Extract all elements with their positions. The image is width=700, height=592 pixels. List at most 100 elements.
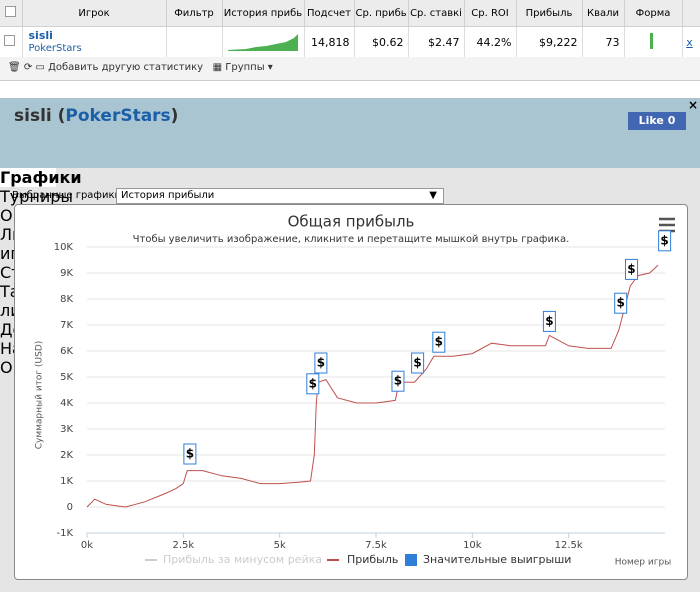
chart-title: Общая прибыль	[288, 213, 415, 231]
big-win-marker: $	[411, 352, 425, 374]
stats-table-area: Игрок Фильтр История прибь Подсчет Ср. прибь…	[0, 0, 700, 81]
legend-label: Значительные выигрыши	[423, 553, 571, 566]
y-tick-label: 2K	[60, 450, 73, 461]
big-win-marker: $	[432, 331, 446, 353]
count: 14,818	[304, 26, 355, 57]
y-tick-label: 8K	[60, 294, 73, 305]
player-row: sisli PokerStars 14,818 $0.62 $2.47 44.2%…	[0, 26, 700, 57]
checkbox[interactable]	[0, 26, 23, 57]
profit: $9,222	[516, 26, 583, 57]
big-win-marker: $	[183, 443, 197, 465]
form	[624, 26, 683, 57]
selector-value: История прибыли	[121, 190, 215, 201]
y-tick-label: 1K	[60, 476, 73, 487]
legend-label: Прибыль за минусом рейка	[163, 553, 322, 566]
x-tick-label: 0k	[81, 540, 93, 551]
legend-label: Прибыль	[347, 553, 398, 566]
legend-item[interactable]: Прибыль за минусом рейка	[145, 553, 322, 566]
y-axis-label: Суммарный итог (USD)	[35, 341, 45, 450]
remove[interactable]: x	[682, 26, 700, 57]
big-win-marker: $	[391, 370, 405, 392]
marker-flag	[411, 352, 425, 374]
legend-item[interactable]: Значительные выигрыши	[405, 553, 571, 566]
roi: 44.2%	[464, 26, 517, 57]
big-win-marker: $	[314, 352, 328, 374]
filter-cell	[166, 26, 223, 57]
marker-label: $	[413, 356, 421, 370]
x-tick-label: 2.5k	[172, 540, 194, 551]
marker-flag	[432, 331, 446, 353]
panel-title: sisli (PokerStars)	[14, 106, 178, 126]
big-win-marker: $	[658, 230, 672, 252]
groups[interactable]: Группы	[225, 62, 265, 73]
title-site[interactable]: PokerStars	[65, 106, 171, 126]
panel-header: sisli (PokerStars) Like 0 ×	[0, 98, 700, 168]
marker-label: $	[545, 314, 553, 328]
y-tick-label: 9K	[60, 268, 73, 279]
y-tick-label: -1K	[56, 528, 73, 539]
header-row: Игрок Фильтр История прибь Подсчет Ср. прибь…	[0, 0, 700, 27]
selector-label: Выбранные графики:	[12, 190, 125, 201]
marker-label: $	[660, 233, 668, 247]
marker-label: $	[186, 447, 194, 461]
y-tick-label: 0	[67, 502, 73, 513]
qualify: 73	[582, 26, 625, 57]
x-tick-label: 5k	[274, 540, 286, 551]
chart-box: Общая прибыль Чтобы увеличить изображени…	[14, 204, 688, 580]
tab[interactable]: Турниры	[0, 187, 74, 206]
column-header: Фильтр	[166, 0, 223, 27]
chart: Общая прибыль Чтобы увеличить изображени…	[35, 213, 675, 568]
add-stat[interactable]: Добавить другую статистику	[48, 62, 204, 73]
big-win-marker: $	[306, 373, 320, 395]
y-tick-label: 4K	[60, 398, 73, 409]
checkbox[interactable]	[0, 0, 23, 27]
stats-table: Игрок Фильтр История прибь Подсчет Ср. прибь…	[0, 0, 700, 57]
column-header: Ср. прибь	[354, 0, 409, 27]
marker-label: $	[435, 335, 443, 349]
header-spacer	[682, 0, 700, 27]
marker-label: $	[317, 356, 325, 370]
site-name[interactable]: PokerStars	[28, 42, 82, 54]
x-tick-label: 7.5k	[365, 540, 387, 551]
avg-stake: $2.47	[408, 26, 465, 57]
y-tick-label: 10K	[54, 242, 74, 253]
legend-swatch	[405, 554, 417, 566]
x-tick-label: 12.5k	[555, 540, 583, 551]
column-header: Игрок	[22, 0, 167, 27]
chart-selector[interactable]: История прибыли ▼	[116, 188, 444, 204]
marker-label: $	[617, 296, 625, 310]
marker-label: $	[394, 374, 402, 388]
tab[interactable]: Графики	[0, 168, 82, 187]
y-tick-label: 6K	[60, 346, 73, 357]
column-header: Ср. ставкі	[408, 0, 465, 27]
big-win-marker: $	[542, 310, 556, 332]
chart-subtitle: Чтобы увеличить изображение, кликните и …	[133, 234, 570, 245]
column-header: Подсчет	[304, 0, 355, 27]
big-win-marker: $	[614, 292, 628, 314]
marker-label: $	[627, 262, 635, 276]
legend-item[interactable]: Прибыль	[327, 553, 398, 566]
marker-flag	[183, 443, 197, 465]
x-tick-label: 10k	[463, 540, 482, 551]
marker-flag	[391, 370, 405, 392]
marker-flag	[658, 230, 672, 252]
column-header: Прибыль	[516, 0, 583, 27]
avg-profit: $0.62	[354, 26, 409, 57]
column-header: Квали	[582, 0, 625, 27]
sparkline	[227, 33, 298, 51]
y-tick-label: 3K	[60, 424, 73, 435]
player-name[interactable]: sisli	[28, 28, 53, 42]
column-header: История прибь	[222, 0, 305, 27]
marker-flag	[614, 292, 628, 314]
big-win-marker: $	[624, 258, 638, 280]
y-tick-label: 7K	[60, 320, 73, 331]
title-end: )	[170, 106, 179, 126]
marker-flag	[306, 373, 320, 395]
menu-icon[interactable]	[659, 217, 675, 233]
player-cell: sisli PokerStars	[22, 26, 167, 57]
toolbar: 🗑 ⟳ ▭ Добавить другую статистику ▦ Групп…	[8, 62, 273, 73]
close-icon[interactable]: ×	[688, 98, 699, 112]
like-button[interactable]: Like 0	[628, 112, 686, 130]
x-axis-label: Номер игры	[615, 558, 672, 568]
